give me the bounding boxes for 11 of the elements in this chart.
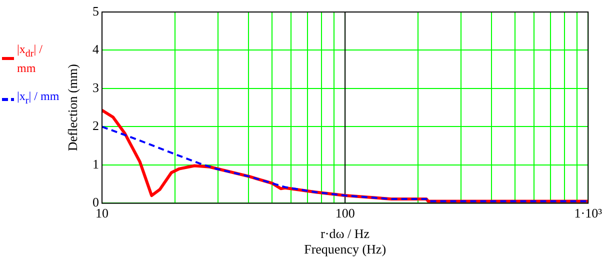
legend-label: |x$_{d}$$_{r}$| / mm (17, 42, 44, 76)
y-tick-label: 5 (92, 3, 99, 18)
x-axis-title: r·dω / Hz Frequency (Hz) (304, 226, 386, 257)
x-tick-label: 100 (335, 205, 355, 220)
x-tick-label: 1·10³ (574, 205, 602, 220)
y-axis-title: Deflection (mm) (65, 64, 80, 152)
y-tick-label: 1 (92, 156, 99, 172)
y-tick-label: 3 (92, 80, 99, 95)
y-tick-label: 4 (92, 42, 100, 57)
y-tick-label: 2 (92, 118, 99, 134)
legend-label: |x$_{r}$| / mm (17, 89, 60, 109)
